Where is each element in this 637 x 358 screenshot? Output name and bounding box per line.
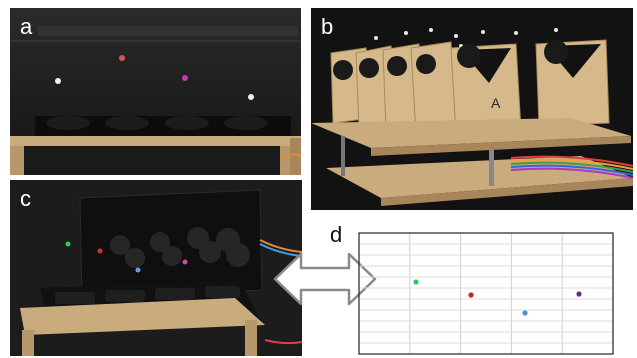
panel-d-label: d xyxy=(330,222,343,247)
blue-dot xyxy=(522,310,528,316)
photo-c-device-angle xyxy=(10,180,302,356)
dot-plot xyxy=(358,232,614,355)
panel-b-label: b xyxy=(321,14,334,39)
panel-a-label: a xyxy=(20,14,33,39)
plot-frame xyxy=(358,232,614,355)
photo-panel-b: A b xyxy=(311,8,633,210)
double-headed-arrow-icon xyxy=(273,252,377,306)
photo-panel-a: a xyxy=(10,8,301,175)
photo-a-device-front xyxy=(10,8,301,175)
svg-text:A: A xyxy=(491,95,501,111)
purple-dot xyxy=(576,291,582,297)
plot-dots xyxy=(413,279,582,316)
plot-grid xyxy=(359,233,613,354)
photo-b-device-side: A xyxy=(311,8,633,210)
green-dot xyxy=(413,279,419,285)
panel-c-label: c xyxy=(20,186,31,211)
photo-panel-c: c xyxy=(10,180,302,356)
red-dot xyxy=(468,292,474,298)
plot-panel-d: d xyxy=(328,220,637,358)
